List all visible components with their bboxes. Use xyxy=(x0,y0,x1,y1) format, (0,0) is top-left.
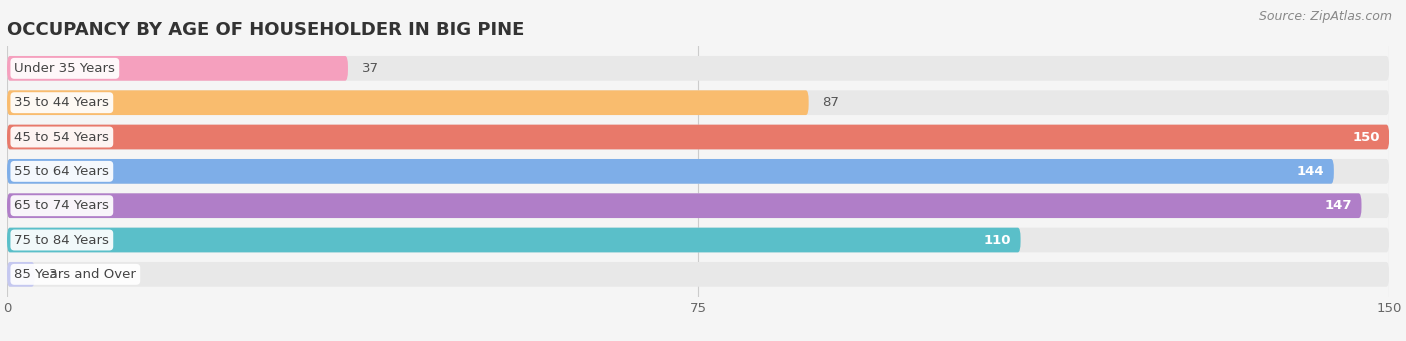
Text: 35 to 44 Years: 35 to 44 Years xyxy=(14,96,110,109)
FancyBboxPatch shape xyxy=(7,262,35,287)
FancyBboxPatch shape xyxy=(7,90,1389,115)
FancyBboxPatch shape xyxy=(7,159,1389,184)
Text: OCCUPANCY BY AGE OF HOUSEHOLDER IN BIG PINE: OCCUPANCY BY AGE OF HOUSEHOLDER IN BIG P… xyxy=(7,21,524,39)
Text: 37: 37 xyxy=(361,62,378,75)
Text: 150: 150 xyxy=(1353,131,1379,144)
Text: Under 35 Years: Under 35 Years xyxy=(14,62,115,75)
FancyBboxPatch shape xyxy=(7,56,347,81)
Text: 65 to 74 Years: 65 to 74 Years xyxy=(14,199,110,212)
Text: 87: 87 xyxy=(823,96,839,109)
FancyBboxPatch shape xyxy=(7,56,1389,81)
Text: 45 to 54 Years: 45 to 54 Years xyxy=(14,131,110,144)
FancyBboxPatch shape xyxy=(7,159,1334,184)
FancyBboxPatch shape xyxy=(7,193,1361,218)
FancyBboxPatch shape xyxy=(7,228,1389,252)
FancyBboxPatch shape xyxy=(7,90,808,115)
FancyBboxPatch shape xyxy=(7,125,1389,149)
Text: Source: ZipAtlas.com: Source: ZipAtlas.com xyxy=(1258,10,1392,23)
Text: 3: 3 xyxy=(48,268,58,281)
Text: 75 to 84 Years: 75 to 84 Years xyxy=(14,234,110,247)
Text: 110: 110 xyxy=(984,234,1011,247)
FancyBboxPatch shape xyxy=(7,193,1389,218)
Text: 144: 144 xyxy=(1296,165,1324,178)
FancyBboxPatch shape xyxy=(7,125,1389,149)
Text: 85 Years and Over: 85 Years and Over xyxy=(14,268,136,281)
Text: 55 to 64 Years: 55 to 64 Years xyxy=(14,165,110,178)
Text: 147: 147 xyxy=(1324,199,1353,212)
FancyBboxPatch shape xyxy=(7,262,1389,287)
FancyBboxPatch shape xyxy=(7,228,1021,252)
